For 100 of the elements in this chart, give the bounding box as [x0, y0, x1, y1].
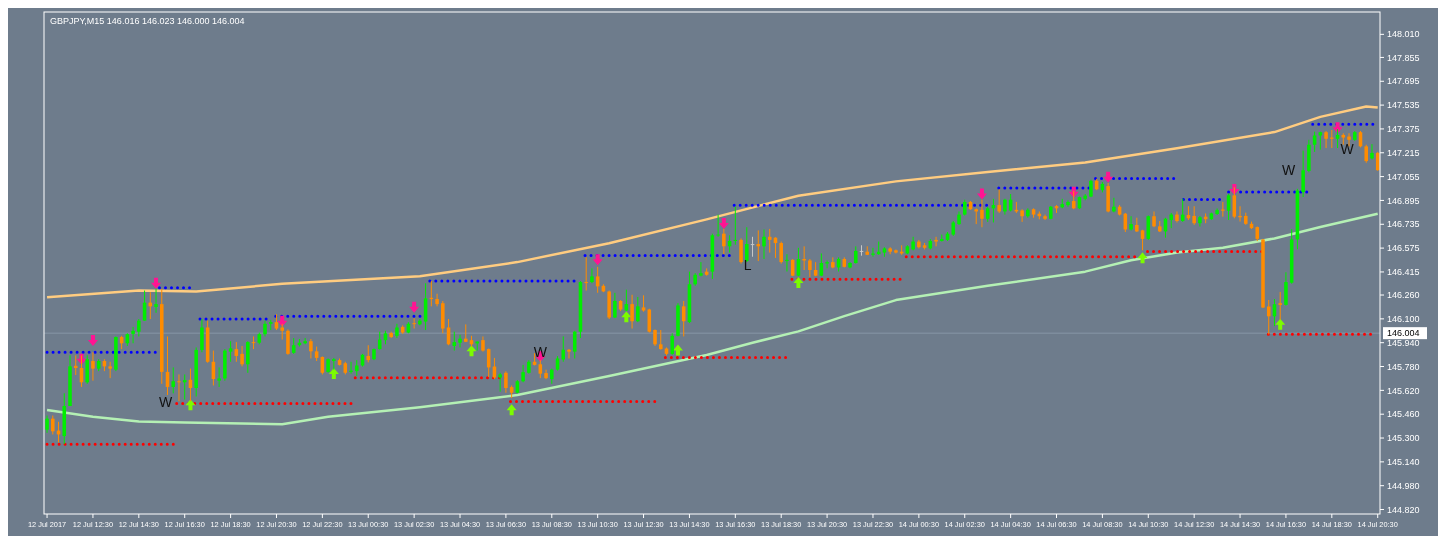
point	[976, 188, 987, 200]
candlestick	[756, 229, 761, 262]
line-series	[45, 105, 1379, 299]
y-tick-label: 147.215	[1387, 147, 1420, 158]
point	[1332, 122, 1343, 134]
point	[621, 311, 632, 323]
y-tick-label: 145.940	[1387, 337, 1420, 348]
y-tick-label: 145.300	[1387, 433, 1420, 444]
point	[277, 315, 288, 327]
point	[185, 399, 196, 411]
candlestick	[177, 373, 181, 402]
candlestick	[1192, 205, 1196, 226]
candlestick	[1266, 299, 1271, 335]
point	[151, 277, 162, 289]
point	[466, 345, 477, 357]
candlestick	[1129, 215, 1133, 231]
y-tick-label: 147.855	[1387, 52, 1420, 63]
candlestick	[200, 318, 204, 353]
y-tick-label: 147.375	[1387, 124, 1420, 135]
candlestick	[217, 366, 221, 388]
candlestick	[435, 293, 439, 307]
point	[409, 301, 420, 313]
candlestick	[722, 228, 726, 255]
point	[328, 368, 339, 380]
candlestick	[1175, 210, 1179, 223]
candlestick	[458, 334, 462, 348]
candlestick	[997, 188, 1001, 214]
candlestick	[1066, 199, 1070, 208]
candlestick	[246, 340, 250, 374]
candlestick	[1364, 144, 1369, 164]
y-tick-label: 147.695	[1387, 76, 1420, 87]
text: GBPJPY,M15 146.016 146.023 146.000 146.004	[50, 16, 245, 26]
candlestick	[228, 340, 233, 363]
candlestick	[1112, 197, 1116, 213]
candlestick	[567, 348, 571, 359]
candlestick	[584, 256, 588, 292]
candlestick	[1330, 129, 1334, 149]
candlestick	[1020, 208, 1024, 223]
y-tick-label: 146.575	[1387, 243, 1420, 254]
candlestick	[590, 267, 594, 284]
candlestick	[699, 261, 703, 277]
y-tick-label: 146.735	[1387, 219, 1420, 230]
candlestick	[779, 241, 783, 265]
y-tick-label: 147.055	[1387, 171, 1420, 182]
point	[592, 254, 603, 266]
candlestick	[658, 329, 663, 351]
candlestick	[309, 338, 313, 359]
y-tick-label: 146.100	[1387, 314, 1420, 325]
candlestick	[624, 289, 629, 312]
y-tick-label: 146.895	[1387, 195, 1420, 206]
candlestick	[1221, 201, 1225, 218]
point	[793, 277, 804, 289]
candlestick	[808, 258, 812, 278]
y-tick-label: 145.140	[1387, 457, 1420, 468]
candlestick	[1370, 143, 1374, 160]
y-tick-label: 147.535	[1387, 100, 1420, 111]
y-tick-label: 146.260	[1387, 290, 1420, 301]
candlestick	[131, 326, 135, 344]
candlestick	[871, 247, 875, 258]
candlestick	[154, 288, 158, 314]
annotation: W	[1340, 141, 1355, 158]
line-series	[45, 212, 1379, 426]
candlestick	[286, 328, 290, 356]
ref-line-label: 146.004	[1387, 328, 1420, 339]
candlestick	[1324, 130, 1328, 149]
candlestick	[1312, 131, 1317, 153]
candlestick	[630, 294, 634, 330]
candlestick	[613, 292, 617, 319]
candlestick	[171, 366, 176, 394]
candlestick	[85, 354, 89, 385]
candlestick	[980, 199, 984, 228]
point	[1137, 252, 1148, 264]
y-tick-label: 145.620	[1387, 385, 1420, 396]
point	[1275, 318, 1286, 330]
candlestick	[934, 236, 938, 247]
candlestick	[521, 364, 525, 383]
point	[718, 218, 729, 230]
y-tick-label: 144.820	[1387, 504, 1420, 515]
point	[1103, 171, 1114, 183]
candlestick	[1284, 271, 1288, 307]
candlestick	[1198, 215, 1202, 227]
annotation: W	[159, 393, 174, 410]
candlestick	[418, 318, 422, 326]
annotation: W	[533, 344, 548, 361]
candlestick	[561, 335, 566, 363]
candlestick	[670, 332, 675, 356]
point	[87, 334, 98, 346]
candlestick	[762, 228, 766, 260]
candlestick	[91, 351, 95, 382]
candlestick	[1301, 150, 1305, 198]
candlestick	[716, 214, 720, 238]
annotation: L	[743, 257, 752, 274]
point	[506, 404, 517, 416]
candlestick	[572, 330, 577, 359]
candlestick	[785, 253, 789, 272]
candlestick	[412, 317, 416, 330]
candlestick	[636, 296, 640, 323]
candlestick	[240, 345, 244, 367]
candlestick	[108, 361, 112, 379]
y-tick-label: 146.415	[1387, 267, 1420, 278]
